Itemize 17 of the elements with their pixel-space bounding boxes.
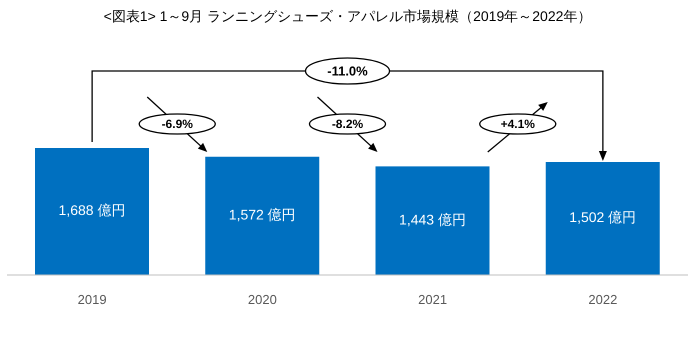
data-label: 1,502 億円 [569,209,636,226]
text: -6.9% [162,117,194,132]
text: -11.0% [327,63,368,78]
x-tick-label: 2019 [78,292,107,308]
data-label: 1,443 億円 [399,211,466,228]
x-tick-label: 2020 [248,292,277,308]
x-tick-label: 2022 [588,292,618,308]
bar [376,166,490,275]
text: -8.2% [332,117,364,132]
chart-title: <図表1> 1～9月 ランニングシューズ・アパレル市場規模（2019年～2022年） [102,8,592,26]
bar [35,148,149,275]
bar [205,156,320,275]
bar [546,162,660,275]
text: +4.1% [500,117,536,132]
x-tick-label: 2021 [418,292,448,308]
data-label: 1,688 億円 [58,202,126,218]
data-label: 1,572 億円 [228,206,296,223]
